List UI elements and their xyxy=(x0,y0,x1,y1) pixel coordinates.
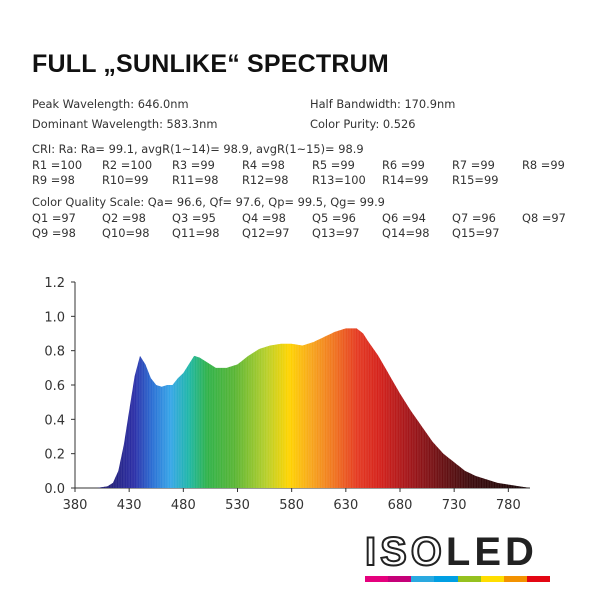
cri-value: R9 =98 xyxy=(32,173,75,187)
cri-value: R3 =99 xyxy=(172,158,215,172)
cri-value: R1 =100 xyxy=(32,158,83,172)
peak-wavelength: Peak Wavelength: 646.0nm xyxy=(32,97,189,111)
x-tick-label: 480 xyxy=(171,498,196,513)
x-tick-label: 680 xyxy=(388,498,413,513)
x-tick-label: 430 xyxy=(117,498,142,513)
cri-value: R7 =99 xyxy=(452,158,495,172)
isoled-logo: ISOLED xyxy=(364,529,565,582)
cqs-value: Q10=98 xyxy=(102,226,150,240)
color-purity: Color Purity: 0.526 xyxy=(310,117,416,131)
cqs-value: Q13=97 xyxy=(312,226,360,240)
cri-values: R1 =100 R2 =100 R3 =99 R4 =98 R5 =99 R6 =99 R7… xyxy=(32,158,592,192)
cqs-value: Q2 =98 xyxy=(102,211,146,225)
cri-value: R14=99 xyxy=(382,173,429,187)
y-tick-label: 0.8 xyxy=(44,345,65,360)
logo-stripe-segment xyxy=(503,576,527,582)
cqs-value: Q9 =98 xyxy=(32,226,76,240)
cri-value: R5 =99 xyxy=(312,158,355,172)
y-tick-label: 0.2 xyxy=(44,448,65,463)
y-tick-label: 0.4 xyxy=(44,413,65,428)
x-tick-label: 530 xyxy=(225,498,250,513)
cri-value: R8 =99 xyxy=(522,158,565,172)
cqs-value: Q3 =95 xyxy=(172,211,216,225)
cqs-value: Q1 =97 xyxy=(32,211,76,225)
logo-stripe-segment xyxy=(434,576,458,582)
cri-value: R2 =100 xyxy=(102,158,153,172)
logo-stripe-segment xyxy=(457,576,481,582)
cri-value: R13=100 xyxy=(312,173,366,187)
cqs-value: Q14=98 xyxy=(382,226,430,240)
cri-value: R4 =98 xyxy=(242,158,285,172)
cri-value: R11=98 xyxy=(172,173,219,187)
cqs-value: Q4 =98 xyxy=(242,211,286,225)
cqs-values: Q1 =97 Q2 =98 Q3 =95 Q4 =98 Q5 =96 Q6 =94 Q7 =… xyxy=(32,211,592,245)
half-bandwidth: Half Bandwidth: 170.9nm xyxy=(310,97,456,111)
cri-header: CRI: Ra: Ra= 99.1, avgR(1~14)= 98.9, avg… xyxy=(32,142,364,156)
x-tick-label: 580 xyxy=(279,498,304,513)
logo-stripe-segment xyxy=(526,576,550,582)
logo-stripe-segment xyxy=(480,576,504,582)
logo-led: LED xyxy=(445,530,538,574)
x-tick-label: 630 xyxy=(333,498,358,513)
spectrum-chart: 0.0 0.2 0.4 0.6 0.8 1.0 1.2 380 430 480 530 580 630 6… xyxy=(44,276,530,513)
cri-value: R10=99 xyxy=(102,173,149,187)
cqs-value: Q5 =96 xyxy=(312,211,356,225)
cri-value: R6 =99 xyxy=(382,158,425,172)
spectrum-area xyxy=(75,328,530,488)
cri-value: R15=99 xyxy=(452,173,499,187)
cqs-value: Q11=98 xyxy=(172,226,220,240)
cqs-value: Q8 =97 xyxy=(522,211,566,225)
cqs-value: Q12=97 xyxy=(242,226,290,240)
x-tick-label: 780 xyxy=(496,498,521,513)
logo-iso: ISO xyxy=(364,529,446,575)
y-tick-label: 0.6 xyxy=(44,379,65,394)
page-title: FULL „SUNLIKE“ SPECTRUM xyxy=(32,50,389,78)
logo-stripe-segment xyxy=(388,576,412,582)
logo-stripe-segment xyxy=(411,576,435,582)
logo-stripe xyxy=(365,576,550,582)
cqs-value: Q6 =94 xyxy=(382,211,426,225)
y-tick-label: 1.0 xyxy=(44,310,65,325)
x-tick-label: 380 xyxy=(63,498,88,513)
x-tick-label: 730 xyxy=(442,498,467,513)
y-tick-label: 1.2 xyxy=(44,276,65,291)
dominant-wavelength: Dominant Wavelength: 583.3nm xyxy=(32,117,218,131)
cqs-value: Q15=97 xyxy=(452,226,500,240)
y-tick-label: 0.0 xyxy=(44,482,65,497)
cri-value: R12=98 xyxy=(242,173,289,187)
cqs-value: Q7 =96 xyxy=(452,211,496,225)
logo-wordmark: ISOLED xyxy=(364,529,538,575)
logo-stripe-segment xyxy=(365,576,389,582)
cqs-header: Color Quality Scale: Qa= 96.6, Qf= 97.6,… xyxy=(32,195,385,209)
spectrum-lines xyxy=(103,328,524,488)
